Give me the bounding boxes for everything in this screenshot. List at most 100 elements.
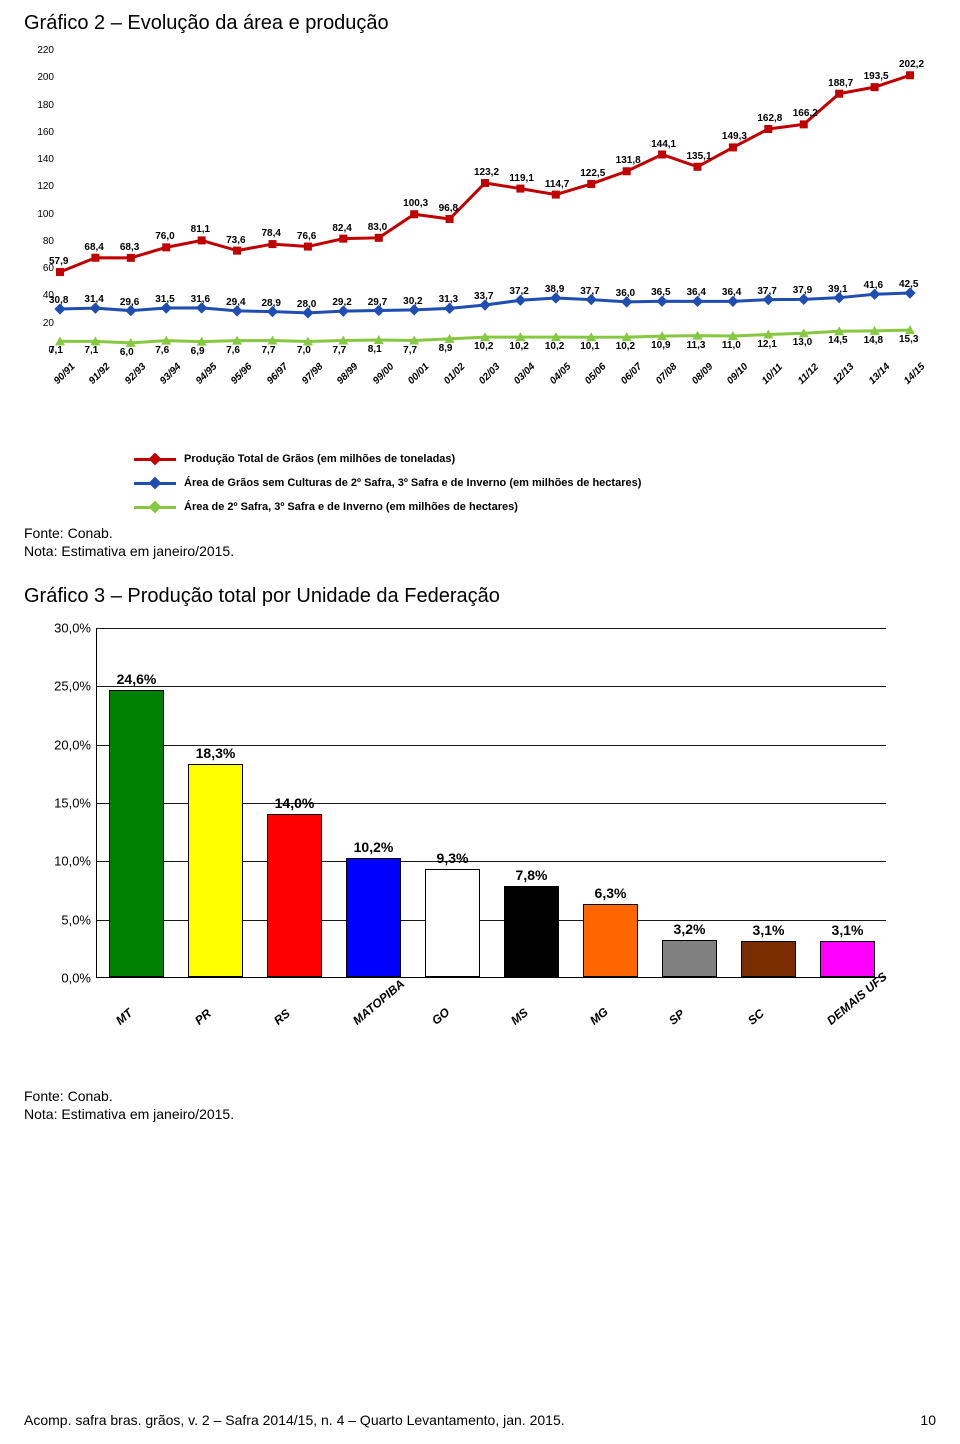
- chart2-xcat: PR: [192, 1006, 214, 1027]
- note-label-2: Nota: Estimativa em janeiro/2015.: [24, 1106, 936, 1122]
- chart1-point-label: 12,1: [757, 339, 776, 350]
- chart1-point-label: 37,7: [580, 286, 599, 297]
- chart1-point-label: 7,7: [403, 345, 417, 356]
- chart1-point-label: 31,5: [155, 294, 174, 305]
- legend-marker-area-sem: [134, 482, 176, 485]
- chart1-point-label: 73,6: [226, 235, 245, 246]
- footer-text: Acomp. safra bras. grãos, v. 2 – Safra 2…: [24, 1412, 565, 1428]
- chart1-point-label: 13,0: [793, 337, 812, 348]
- chart2-xcat: SC: [745, 1006, 767, 1027]
- chart1-point-label: 131,8: [616, 155, 641, 166]
- chart1-point-label: 29,4: [226, 297, 245, 308]
- chart2-bar: 18,3%: [188, 764, 243, 978]
- chart2-gridline: [97, 686, 886, 687]
- chart1-point-label: 122,5: [580, 168, 605, 179]
- chart1-point-label: 8,1: [368, 344, 382, 355]
- chart1-point-label: 96,8: [439, 203, 458, 214]
- chart1-point-label: 202,2: [899, 59, 924, 70]
- chart2-xcat: MG: [587, 1005, 611, 1028]
- legend-label: Produção Total de Grãos (em milhões de t…: [184, 453, 455, 465]
- chart1-point-label: 30,2: [403, 296, 422, 307]
- chart1-point-label: 11,0: [722, 340, 741, 351]
- chart1-point-label: 39,1: [828, 284, 847, 295]
- chart2-ytick: 5,0%: [61, 912, 91, 927]
- chart2-bar-label: 3,2%: [674, 921, 706, 937]
- chart1-ytick: 120: [24, 181, 54, 192]
- chart1-point-label: 10,9: [651, 340, 670, 351]
- chart2-bar-label: 14,0%: [275, 795, 315, 811]
- chart1-point-label: 119,1: [509, 173, 533, 184]
- chart2-xcat: DEMAIS UFS: [824, 969, 890, 1027]
- chart1-point-label: 10,2: [616, 341, 635, 352]
- chart2-ytick: 30,0%: [54, 621, 91, 636]
- chart1-point-label: 31,3: [439, 294, 458, 305]
- chart1-point-label: 10,2: [474, 341, 493, 352]
- chart1-point-label: 14,5: [828, 335, 847, 346]
- source-label-2: Fonte: Conab.: [24, 1088, 936, 1104]
- chart2-bar-chart: 0,0%5,0%10,0%15,0%20,0%25,0%30,0%24,6%MT…: [30, 618, 900, 1038]
- chart1-point-label: 7,6: [226, 345, 240, 356]
- chart1-point-label: 15,3: [899, 334, 918, 345]
- chart1-point-label: 7,0: [297, 345, 311, 356]
- chart2-bar-label: 24,6%: [117, 671, 157, 687]
- legend-item-area-2a: Área de 2º Safra, 3º Safra e de Inverno …: [134, 501, 936, 513]
- chart2-ytick: 0,0%: [61, 971, 91, 986]
- source-label-1: Fonte: Conab.: [24, 525, 936, 541]
- note-label-1: Nota: Estimativa em janeiro/2015.: [24, 543, 936, 559]
- chart2-xcat: GO: [429, 1005, 452, 1028]
- chart2-ytick: 15,0%: [54, 796, 91, 811]
- chart2-bar: 3,1%: [820, 941, 875, 977]
- chart1-point-label: 41,6: [864, 280, 883, 291]
- chart2-bar: 3,2%: [662, 940, 717, 977]
- chart1-point-label: 76,6: [297, 231, 316, 242]
- chart1-ytick: 80: [24, 236, 54, 247]
- chart1-point-label: 8,9: [439, 343, 453, 354]
- chart2-xcat: MS: [508, 1005, 531, 1027]
- chart2-ytick: 25,0%: [54, 679, 91, 694]
- chart2-bar: 10,2%: [346, 858, 401, 977]
- legend-marker-area-2a: [134, 506, 176, 509]
- chart1-point-label: 28,0: [297, 299, 316, 310]
- chart1-point-label: 81,1: [191, 224, 210, 235]
- chart1-point-label: 31,4: [84, 294, 103, 305]
- chart1-point-label: 29,7: [368, 297, 387, 308]
- chart1-point-label: 29,2: [332, 297, 351, 308]
- chart2-bar-label: 18,3%: [196, 745, 236, 761]
- chart1-point-label: 36,5: [651, 287, 670, 298]
- chart1-point-label: 11,3: [687, 340, 706, 351]
- chart1-point-label: 68,3: [120, 242, 139, 253]
- chart2-bar-label: 9,3%: [437, 850, 469, 866]
- chart1-point-label: 7,1: [49, 345, 63, 356]
- chart1-point-label: 149,3: [722, 131, 747, 142]
- chart1-point-label: 36,4: [722, 287, 741, 298]
- chart1-point-label: 10,2: [545, 341, 564, 352]
- chart2-gridline: [97, 628, 886, 629]
- chart1-title: Gráfico 2 – Evolução da área e produção: [24, 12, 936, 35]
- chart1-point-label: 37,2: [509, 286, 528, 297]
- chart2-bar: 14,0%: [267, 814, 322, 977]
- chart1-point-label: 162,8: [757, 113, 782, 124]
- chart1-point-label: 28,9: [262, 298, 281, 309]
- chart2-ytick: 20,0%: [54, 737, 91, 752]
- chart1-point-label: 37,9: [793, 285, 812, 296]
- chart1-point-label: 36,4: [687, 287, 706, 298]
- legend-marker-producao: [134, 458, 176, 461]
- chart2-title: Gráfico 3 – Produção total por Unidade d…: [24, 585, 936, 608]
- chart2-bar-label: 7,8%: [516, 867, 548, 883]
- chart1-ytick: 160: [24, 127, 54, 138]
- chart1-point-label: 188,7: [828, 78, 853, 89]
- chart1-point-label: 29,6: [120, 297, 139, 308]
- chart1-point-label: 57,9: [49, 256, 68, 267]
- chart1-point-label: 6,9: [191, 346, 205, 357]
- chart2-bar-label: 10,2%: [354, 839, 394, 855]
- chart1-point-label: 78,4: [262, 228, 281, 239]
- chart2-bar-label: 3,1%: [753, 922, 785, 938]
- chart1-point-label: 123,2: [474, 167, 499, 178]
- chart1-point-label: 76,0: [155, 231, 174, 242]
- chart1-point-label: 7,1: [84, 345, 98, 356]
- page-number: 10: [920, 1412, 936, 1428]
- chart2-bar: 24,6%: [109, 690, 164, 977]
- chart2-bar: 9,3%: [425, 869, 480, 978]
- chart2-bar-label: 3,1%: [832, 922, 864, 938]
- legend-label: Área de 2º Safra, 3º Safra e de Inverno …: [184, 501, 518, 513]
